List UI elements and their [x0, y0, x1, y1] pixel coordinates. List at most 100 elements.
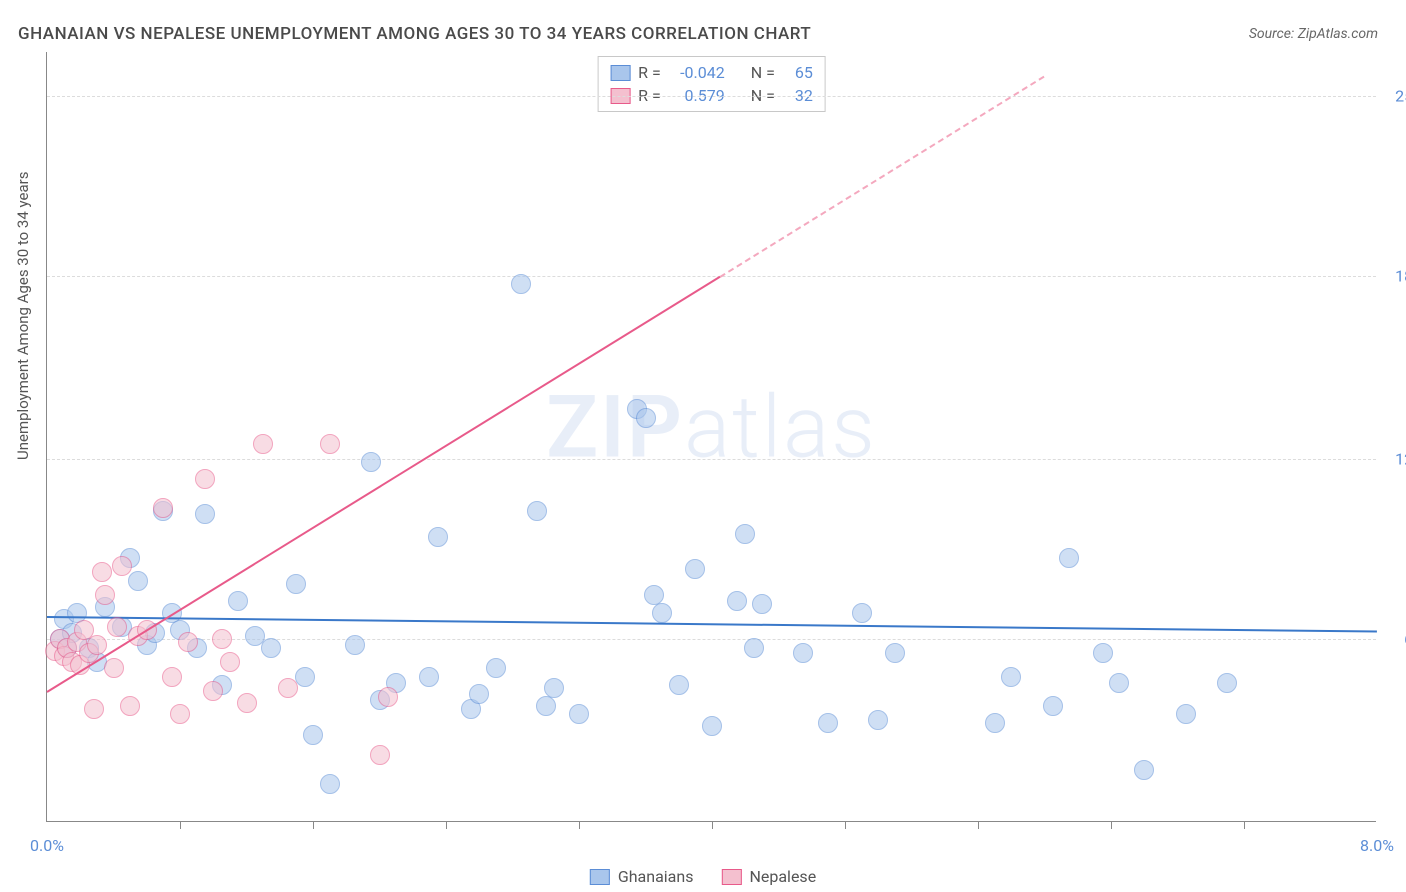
data-point: [162, 667, 182, 687]
gridline: [47, 96, 1376, 97]
x-tick: [845, 821, 846, 829]
data-point: [1001, 667, 1021, 687]
data-point: [868, 710, 888, 730]
data-point: [112, 556, 132, 576]
data-point: [852, 603, 872, 623]
legend-label: Ghanaians: [618, 867, 694, 886]
data-point: [84, 699, 104, 719]
data-point: [727, 591, 747, 611]
x-tick: [1244, 821, 1245, 829]
data-point: [428, 527, 448, 547]
stat-r-label: R =: [638, 63, 661, 82]
data-point: [195, 469, 215, 489]
x-tick-label: 8.0%: [1360, 836, 1394, 855]
data-point: [527, 501, 547, 521]
data-point: [1059, 548, 1079, 568]
y-axis-label: Unemployment Among Ages 30 to 34 years: [14, 172, 32, 460]
data-point: [212, 629, 232, 649]
chart-title: GHANAIAN VS NEPALESE UNEMPLOYMENT AMONG …: [18, 24, 811, 44]
data-point: [793, 643, 813, 663]
stats-legend-box: R =-0.042N =65R =0.579N =32: [597, 56, 826, 112]
watermark: ZIPatlas: [546, 376, 877, 477]
scatter-plot: ZIPatlas R =-0.042N =65R =0.579N =32 6.3…: [46, 52, 1376, 822]
data-point: [278, 678, 298, 698]
data-point: [286, 574, 306, 594]
data-point: [685, 559, 705, 579]
legend-item: Ghanaians: [590, 867, 694, 886]
x-tick: [712, 821, 713, 829]
data-point: [536, 696, 556, 716]
data-point: [107, 617, 127, 637]
source-citation: Source: ZipAtlas.com: [1249, 26, 1378, 42]
data-point: [303, 725, 323, 745]
data-point: [469, 684, 489, 704]
data-point: [170, 704, 190, 724]
gridline: [47, 276, 1376, 277]
data-point: [669, 675, 689, 695]
y-tick-label: 6.3%: [1382, 629, 1406, 648]
data-point: [320, 434, 340, 454]
data-point: [370, 745, 390, 765]
x-tick: [579, 821, 580, 829]
trend-line: [46, 276, 720, 693]
x-tick: [978, 821, 979, 829]
data-point: [511, 274, 531, 294]
data-point: [636, 408, 656, 428]
data-point: [818, 713, 838, 733]
data-point: [178, 632, 198, 652]
x-tick-label: 0.0%: [30, 836, 64, 855]
data-point: [1134, 760, 1154, 780]
data-point: [1093, 643, 1113, 663]
data-point: [128, 571, 148, 591]
data-point: [652, 603, 672, 623]
data-point: [92, 562, 112, 582]
data-point: [95, 585, 115, 605]
data-point: [735, 524, 755, 544]
x-tick: [313, 821, 314, 829]
data-point: [486, 658, 506, 678]
y-tick-label: 18.8%: [1382, 266, 1406, 285]
data-point: [120, 696, 140, 716]
data-point: [320, 774, 340, 794]
stats-row: R = -0.042 N = 65: [610, 61, 813, 84]
data-point: [569, 704, 589, 724]
data-point: [1043, 696, 1063, 716]
data-point: [104, 658, 124, 678]
gridline: [47, 459, 1376, 460]
legend-item: Nepalese: [721, 867, 816, 886]
data-point: [237, 693, 257, 713]
x-tick: [180, 821, 181, 829]
data-point: [1109, 673, 1129, 693]
stat-n-value: 65: [783, 63, 813, 82]
data-point: [228, 591, 248, 611]
data-point: [253, 434, 273, 454]
stat-n-label: N =: [751, 63, 775, 82]
data-point: [295, 667, 315, 687]
data-point: [752, 594, 772, 614]
data-point: [195, 504, 215, 524]
x-tick: [1111, 821, 1112, 829]
data-point: [544, 678, 564, 698]
legend-swatch: [590, 869, 610, 885]
y-tick-label: 12.5%: [1382, 449, 1406, 468]
data-point: [345, 635, 365, 655]
data-point: [261, 638, 281, 658]
data-point: [985, 713, 1005, 733]
data-point: [419, 667, 439, 687]
data-point: [378, 687, 398, 707]
data-point: [220, 652, 240, 672]
data-point: [1176, 704, 1196, 724]
data-point: [702, 716, 722, 736]
data-point: [885, 643, 905, 663]
legend-swatch: [721, 869, 741, 885]
data-point: [87, 635, 107, 655]
stat-r-value: -0.042: [669, 63, 725, 82]
x-tick: [446, 821, 447, 829]
data-point: [361, 452, 381, 472]
series-legend: Ghanaians Nepalese: [590, 867, 816, 886]
data-point: [203, 681, 223, 701]
data-point: [1217, 673, 1237, 693]
legend-label: Nepalese: [749, 867, 816, 886]
legend-swatch: [610, 65, 630, 81]
data-point: [153, 498, 173, 518]
